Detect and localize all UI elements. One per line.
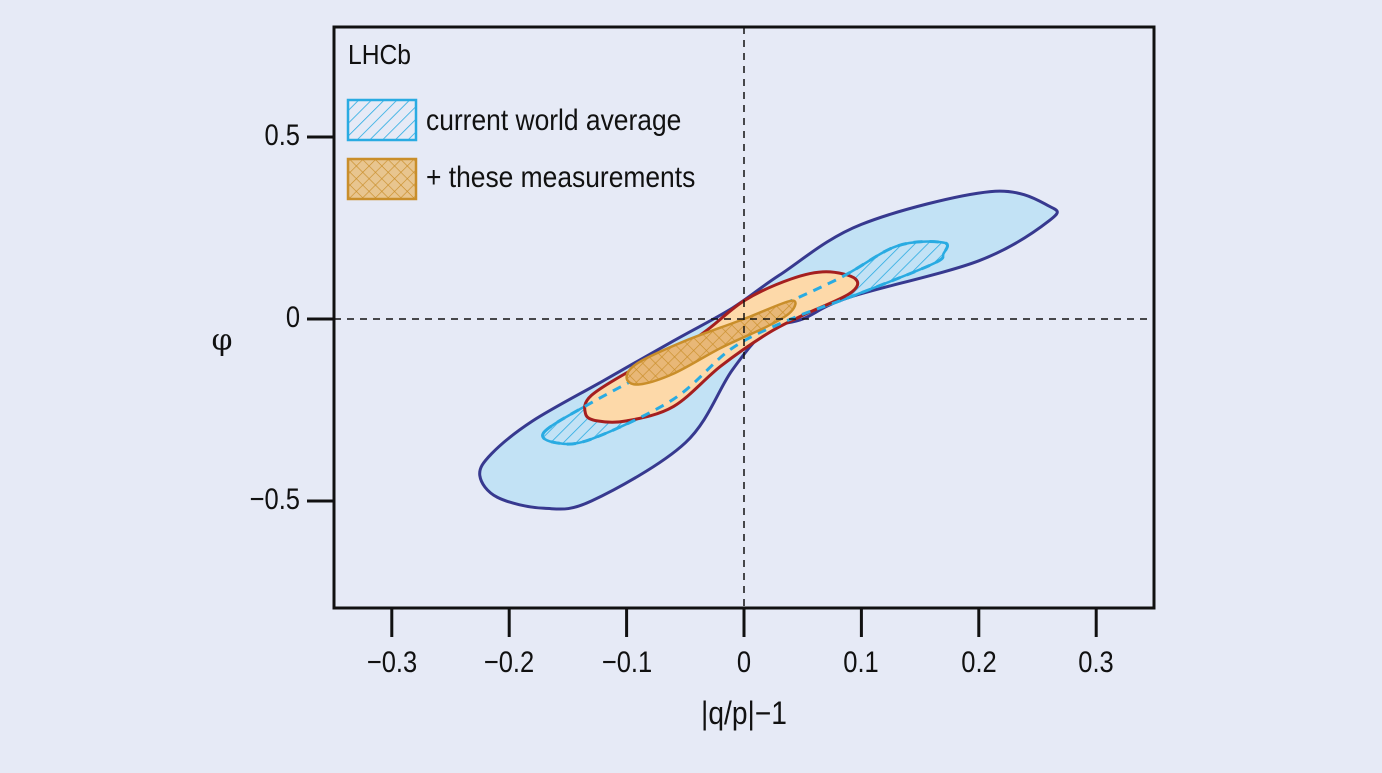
x-tick-label: 0 bbox=[736, 646, 752, 679]
legend-label-world-average: current world average bbox=[426, 104, 682, 137]
legend-label-measurements: + these measurements bbox=[426, 161, 696, 194]
measurements-inner-contour bbox=[625, 299, 797, 386]
x-axis-ticks bbox=[390, 608, 1098, 637]
x-tick-label: −0.2 bbox=[484, 646, 535, 679]
legend-swatch-world-average bbox=[346, 98, 418, 142]
y-tick-label: 0.5 bbox=[264, 119, 300, 152]
x-tick-label: 0.1 bbox=[843, 646, 880, 679]
y-axis-ticks bbox=[307, 135, 334, 503]
experiment-label: LHCb bbox=[348, 39, 412, 70]
legend-swatch-measurements bbox=[346, 157, 418, 201]
x-tick-label: −0.3 bbox=[366, 646, 417, 679]
x-tick-label: 0.2 bbox=[961, 646, 997, 679]
x-tick-label: −0.1 bbox=[601, 646, 652, 679]
contour-layer bbox=[478, 189, 1059, 511]
x-axis-label: |q/p|−1 bbox=[701, 695, 787, 731]
y-tick-label: 0 bbox=[285, 301, 300, 334]
y-axis-label: φ bbox=[211, 323, 233, 358]
legend bbox=[346, 98, 418, 201]
world-average-outer-contour bbox=[478, 189, 1059, 511]
x-tick-label: 0.3 bbox=[1078, 646, 1114, 679]
y-tick-label: −0.5 bbox=[249, 483, 300, 516]
